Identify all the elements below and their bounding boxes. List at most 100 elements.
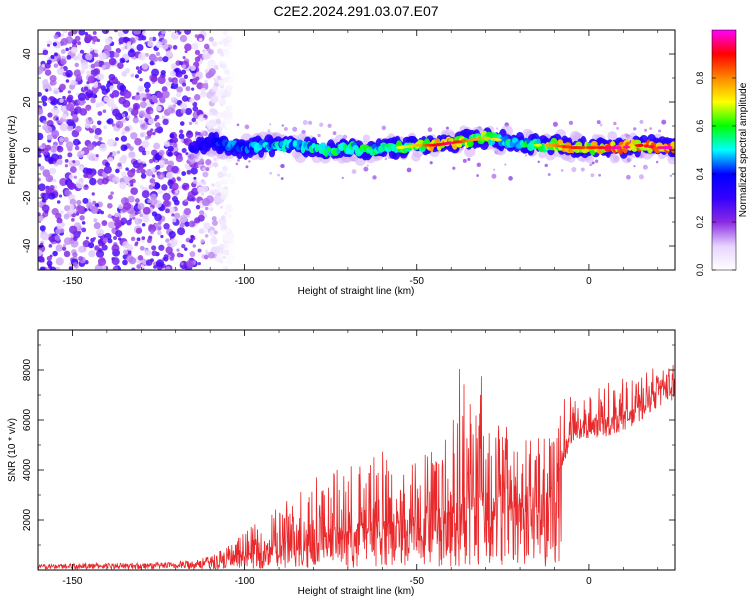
ridge-core <box>618 147 623 155</box>
noise-speckle <box>134 218 142 225</box>
noise-speckle <box>66 103 74 112</box>
noise-speckle <box>176 176 181 181</box>
noise-speckle <box>125 167 129 171</box>
ridge-peak <box>647 145 655 149</box>
noise-speckle <box>179 30 184 33</box>
noise-speckle <box>327 123 332 128</box>
noise-speckle <box>95 154 99 158</box>
noise-speckle <box>173 143 178 148</box>
noise-speckle <box>154 183 161 189</box>
noise-speckle <box>128 256 137 265</box>
noise-speckle <box>224 69 231 75</box>
noise-speckle <box>203 43 210 50</box>
noise-speckle <box>223 90 230 97</box>
noise-speckle <box>204 79 208 84</box>
noise-speckle <box>160 234 164 239</box>
noise-speckle <box>149 36 154 41</box>
noise-speckle <box>192 180 197 184</box>
noise-speckle <box>48 243 53 248</box>
noise-speckle <box>72 113 78 120</box>
noise-speckle <box>119 181 127 190</box>
noise-speckle <box>142 97 147 102</box>
noise-speckle <box>96 120 102 126</box>
noise-speckle <box>137 69 143 75</box>
noise-speckle <box>156 91 164 99</box>
noise-speckle <box>38 92 42 97</box>
noise-speckle <box>143 163 147 167</box>
noise-speckle <box>176 86 183 93</box>
noise-speckle <box>182 55 186 60</box>
noise-speckle <box>139 213 143 218</box>
noise-speckle <box>101 30 110 35</box>
noise-speckle <box>138 210 142 214</box>
noise-speckle <box>151 174 156 178</box>
noise-speckle <box>202 167 206 171</box>
noise-speckle <box>155 164 161 170</box>
noise-speckle <box>141 140 150 148</box>
noise-speckle <box>194 49 201 55</box>
noise-speckle <box>106 99 115 108</box>
noise-speckle <box>399 136 404 141</box>
noise-speckle <box>198 37 203 42</box>
noise-speckle <box>547 173 551 177</box>
noise-speckle <box>109 93 114 98</box>
noise-speckle <box>38 212 41 217</box>
noise-speckle <box>658 129 662 133</box>
ridge-peak <box>496 138 502 142</box>
noise-speckle <box>162 118 169 126</box>
noise-speckle <box>107 118 114 125</box>
noise-speckle <box>184 208 191 216</box>
noise-speckle <box>159 159 165 166</box>
noise-speckle <box>66 119 74 127</box>
noise-speckle <box>467 157 471 161</box>
noise-speckle <box>218 98 227 106</box>
noise-speckle <box>91 192 95 196</box>
noise-speckle <box>98 73 105 80</box>
noise-speckle <box>86 202 93 209</box>
noise-speckle <box>169 70 176 77</box>
noise-speckle <box>141 190 150 199</box>
noise-speckle <box>99 100 105 107</box>
noise-speckle <box>639 120 644 124</box>
noise-speckle <box>151 183 156 187</box>
spectrogram-y-label: Frequency (Hz) <box>7 116 18 185</box>
noise-speckle <box>134 137 142 146</box>
noise-speckle <box>184 107 193 115</box>
noise-speckle <box>92 236 96 240</box>
noise-speckle <box>200 87 207 94</box>
noise-speckle <box>60 58 67 65</box>
noise-speckle <box>154 128 159 133</box>
noise-speckle <box>203 222 211 230</box>
snr-y-axis: 2000 4000 6000 8000 <box>22 344 675 546</box>
noise-speckle <box>138 110 146 117</box>
noise-speckle <box>62 95 66 100</box>
noise-speckle <box>122 241 130 248</box>
colorbar-tick-label: 0.0 <box>695 264 705 277</box>
noise-speckle <box>149 99 153 103</box>
noise-speckle <box>211 219 218 226</box>
noise-speckle <box>178 60 183 66</box>
noise-speckle <box>162 257 167 261</box>
y-tick-label: 4000 <box>22 458 33 481</box>
ridge-peak <box>612 146 623 150</box>
ridge-halo <box>613 155 620 163</box>
snr-x-label: Height of straight line (km) <box>298 586 415 597</box>
noise-speckle <box>173 79 178 85</box>
noise-speckle <box>537 160 540 164</box>
noise-speckle <box>199 210 205 216</box>
noise-speckle <box>616 126 620 130</box>
noise-speckle <box>191 42 199 50</box>
noise-speckle <box>94 127 102 136</box>
noise-speckle <box>189 251 196 258</box>
noise-speckle <box>162 56 169 63</box>
noise-speckle <box>596 120 601 125</box>
noise-speckle <box>61 246 67 251</box>
noise-speckle <box>122 259 128 266</box>
noise-speckle <box>136 162 145 170</box>
noise-speckle <box>74 145 80 151</box>
noise-speckle <box>113 51 120 58</box>
noise-speckle <box>103 165 112 174</box>
noise-speckle <box>76 199 82 206</box>
noise-speckle <box>83 173 89 179</box>
noise-speckle <box>204 206 209 211</box>
